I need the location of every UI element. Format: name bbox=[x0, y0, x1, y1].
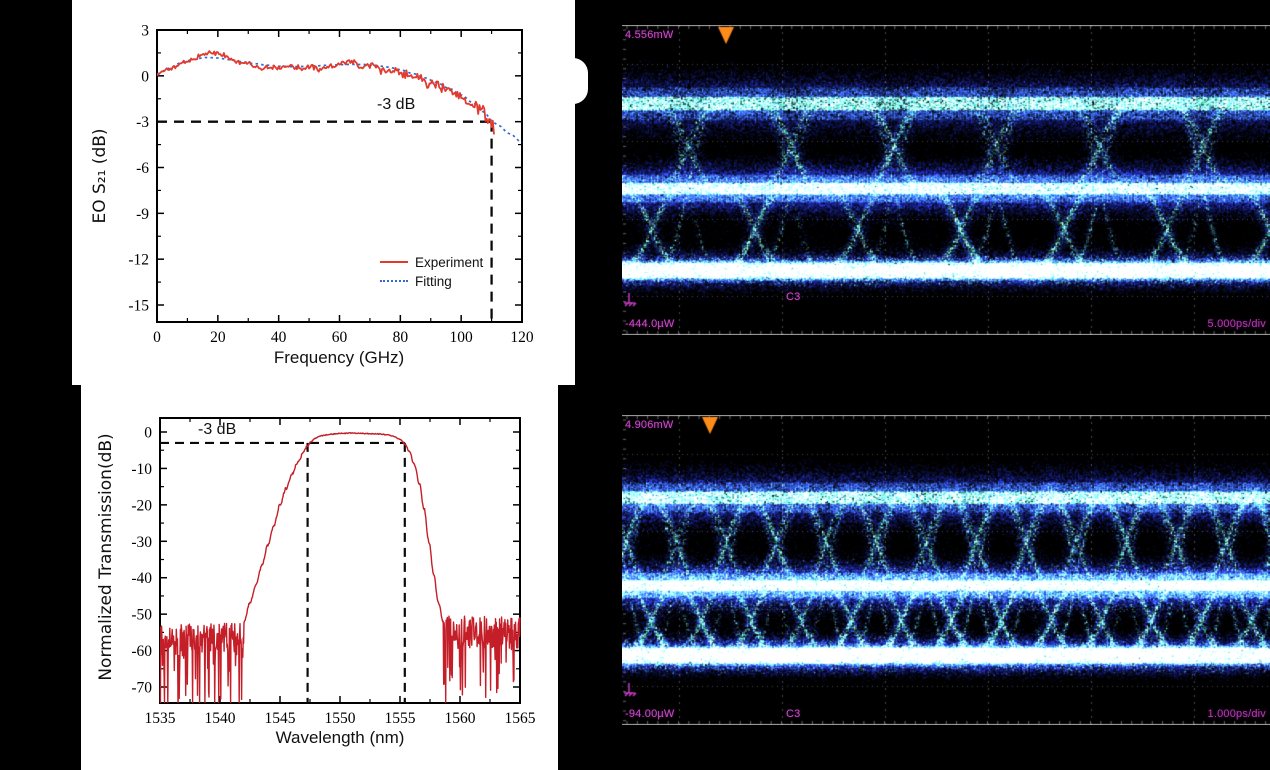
legend-item-fitting: Fitting bbox=[380, 273, 483, 289]
y-tick-label: -6 bbox=[136, 160, 149, 177]
scope-top-power-max: 4.556mW bbox=[625, 29, 674, 41]
scope-top-timebase: 5.000ps/div bbox=[1207, 318, 1266, 330]
y-tick-label: -9 bbox=[136, 206, 149, 223]
x-tick-label: 20 bbox=[210, 329, 226, 346]
scope-bottom-power-max: 4.906mW bbox=[625, 419, 674, 431]
experiment-label: Experiment bbox=[415, 254, 484, 270]
s21-y-axis-label: EO S₂₁ (dB) bbox=[90, 128, 110, 224]
legend-item-experiment: Experiment bbox=[380, 254, 483, 270]
scope-bottom-power-min: -94.00µW bbox=[625, 708, 675, 720]
eye-diagram-1ps-canvas bbox=[622, 415, 1270, 725]
x-tick-label: 1550 bbox=[325, 710, 356, 727]
x-tick-label: 0 bbox=[153, 329, 161, 346]
y-tick-label: 0 bbox=[141, 68, 149, 85]
y-tick-label: -20 bbox=[131, 497, 152, 514]
experiment-line-swatch bbox=[380, 261, 408, 263]
scope-top-channel-label: C3 bbox=[786, 291, 801, 303]
x-tick-label: 1560 bbox=[445, 710, 476, 727]
y-tick-label: -70 bbox=[131, 680, 152, 697]
y-tick-label: -40 bbox=[131, 570, 152, 587]
fitting-line-swatch bbox=[380, 280, 408, 282]
eye-diagram-panel-1ps: 4.906mW -94.00µW C3 1.000ps/div bbox=[622, 415, 1270, 725]
x-tick-label: 80 bbox=[393, 329, 409, 346]
x-tick-label: 1535 bbox=[145, 710, 176, 727]
s21-legend: Experiment Fitting bbox=[380, 254, 483, 289]
scope-bottom-channel-label: C3 bbox=[786, 708, 801, 720]
x-tick-label: 120 bbox=[510, 329, 534, 346]
y-tick-label: -10 bbox=[131, 461, 152, 478]
x-tick-label: 40 bbox=[271, 329, 287, 346]
s21-plot-panel: 0 20 40 60 80 100 120 3 0 -3 -6 -9 -12 -15 -3 dB Expe… bbox=[72, 0, 575, 385]
transmission-x-axis-label: Wavelength (nm) bbox=[275, 728, 405, 747]
x-tick-label: 1555 bbox=[385, 710, 416, 727]
s21-plot-canvas: 0 20 40 60 80 100 120 3 0 -3 -6 -9 -12 -15 bbox=[128, 23, 534, 347]
x-tick-label: 60 bbox=[332, 329, 348, 346]
eye-diagram-5ps-canvas bbox=[622, 25, 1270, 335]
x-tick-label: 1540 bbox=[205, 710, 236, 727]
transmission-plot-canvas: 1535 1540 1545 1550 1555 1560 1565 0 -10 -20 -30 -4… bbox=[131, 417, 536, 727]
x-tick-label: 1565 bbox=[505, 710, 536, 727]
y-tick-label: -3 bbox=[136, 114, 149, 131]
y-tick-label: 3 bbox=[141, 23, 149, 40]
x-tick-label: 1545 bbox=[265, 710, 296, 727]
x-tick-label: 100 bbox=[450, 329, 474, 346]
transmission-y-axis-label: Normalized Transmission(dB) bbox=[96, 433, 116, 681]
y-tick-label: -15 bbox=[128, 298, 149, 315]
s21-x-axis-label: Frequency (GHz) bbox=[273, 348, 405, 367]
y-tick-label: -12 bbox=[128, 252, 149, 269]
s21-minus3db-annotation: -3 dB bbox=[377, 96, 416, 113]
transmission-plot-panel: 1535 1540 1545 1550 1555 1560 1565 0 -10 -20 -30 -4… bbox=[81, 385, 558, 770]
eye-diagram-panel-5ps: 4.556mW -444.0µW C3 5.000ps/div bbox=[622, 25, 1270, 335]
y-tick-label: -60 bbox=[131, 643, 152, 660]
scope-bottom-timebase: 1.000ps/div bbox=[1207, 708, 1266, 720]
cropped-parenthesis-artifact bbox=[573, 58, 588, 104]
y-tick-label: -30 bbox=[131, 534, 152, 551]
scope-top-power-min: -444.0µW bbox=[625, 318, 675, 330]
fitting-label: Fitting bbox=[415, 273, 452, 289]
y-tick-label: -50 bbox=[131, 607, 152, 624]
transmission-minus3db-annotation: -3 dB bbox=[198, 421, 237, 438]
y-tick-label: 0 bbox=[144, 425, 152, 442]
